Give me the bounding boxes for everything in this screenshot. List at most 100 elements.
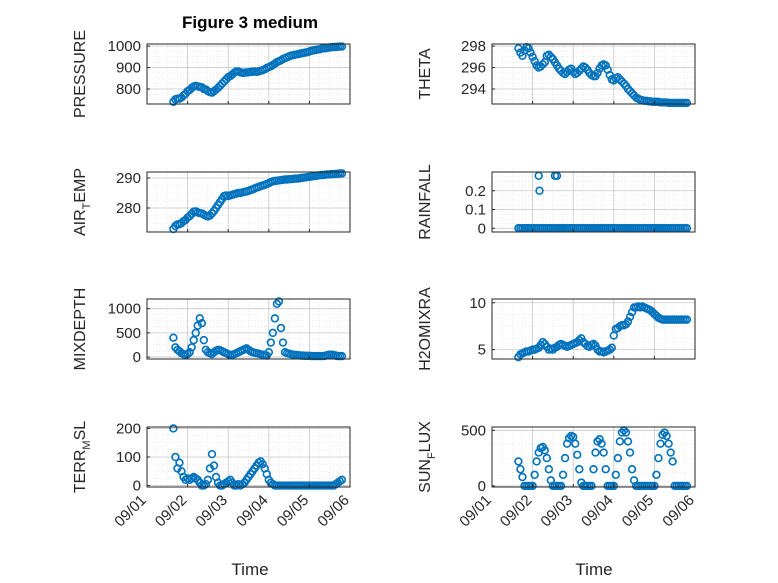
data-point (528, 52, 537, 62)
data-point (617, 428, 627, 437)
y-tick-label: 100 (116, 449, 141, 466)
data-point (542, 453, 552, 463)
data-point (666, 448, 675, 457)
x-tick-label: 09/04 (578, 492, 617, 531)
x-tick-label: 09/05 (274, 492, 313, 531)
x-tick-label: 09/03 (537, 492, 576, 531)
data-point (535, 186, 544, 195)
data-point (169, 424, 178, 433)
data-point (540, 446, 549, 455)
y-tick-label: 0 (478, 478, 486, 495)
y-axis-label: PRESSURE (72, 30, 89, 118)
data-point (615, 437, 625, 446)
data-point (627, 307, 637, 317)
data-point (682, 98, 692, 108)
data-point (528, 481, 537, 491)
data-point (516, 465, 525, 474)
data-point (658, 430, 667, 439)
y-axis-label: SUNFLUX (417, 421, 438, 493)
data-point (650, 481, 659, 491)
data-point (201, 479, 211, 489)
y-axis-label: H2OMIXRA (417, 287, 434, 371)
data-point (625, 312, 635, 322)
x-tick-label: 09/02 (497, 492, 536, 531)
data-point (609, 481, 618, 491)
y-tick-label: 0.2 (465, 183, 486, 200)
data-point (171, 452, 180, 462)
data-point (593, 68, 602, 78)
data-point (270, 314, 280, 323)
data-point (589, 465, 598, 474)
x-tick-label: 09/04 (233, 492, 272, 531)
y-tick-label: 1000 (108, 38, 141, 55)
data-point (587, 481, 596, 491)
data-point (682, 315, 692, 324)
x-tick-label: 09/06 (659, 492, 698, 531)
data-point (682, 481, 692, 491)
data-point (575, 336, 584, 345)
data-point (601, 465, 610, 474)
data-point (274, 297, 284, 306)
data-point (337, 475, 347, 485)
y-tick-label: 294 (461, 81, 486, 98)
y-axis-label: THETA (417, 48, 434, 100)
data-point (532, 457, 541, 466)
y-tick-label: 0 (133, 478, 141, 495)
subplot-6: 5 10 H2OMIXRA (417, 287, 696, 371)
data-point (591, 448, 600, 457)
data-point (605, 345, 614, 354)
data-point (258, 459, 267, 469)
data-point (593, 437, 602, 446)
data-point (556, 481, 566, 491)
axes-box (491, 298, 696, 360)
data-point (607, 343, 616, 352)
subplot-1: 800 900 1000 PRESSURE (72, 30, 351, 118)
data-point (589, 339, 598, 349)
y-tick-label: 10 (469, 295, 486, 312)
data-point (654, 453, 663, 463)
y-tick-label: 200 (116, 420, 141, 437)
y-tick-label: 5 (478, 342, 486, 359)
data-point (652, 470, 661, 479)
data-point (534, 171, 543, 180)
data-point (662, 431, 671, 441)
data-point (175, 458, 184, 467)
data-point (530, 56, 539, 66)
y-tick-label: 500 (116, 325, 141, 342)
data-point (207, 449, 217, 459)
y-tick-label: 900 (116, 60, 141, 77)
y-axis-label: TERRMSL (72, 421, 93, 493)
axes-box (146, 43, 351, 105)
data-point (264, 348, 273, 357)
axes-box (146, 171, 351, 233)
data-point (575, 465, 584, 474)
data-point (623, 437, 633, 446)
y-tick-label: 0.1 (465, 202, 486, 219)
axes-box (491, 171, 696, 233)
data-point (337, 42, 347, 51)
data-point (197, 318, 207, 328)
data-point (524, 44, 533, 53)
subplot-3: 280 290 AIRTEMP (72, 168, 351, 236)
data-point (558, 470, 568, 479)
x-tick-label: 09/01 (456, 492, 495, 531)
data-point (337, 169, 347, 178)
data-point (209, 461, 219, 470)
y-axis-label: MIXDEPTH (72, 288, 89, 371)
data-point (185, 211, 194, 221)
data-point (544, 465, 554, 474)
axes-box (491, 43, 696, 105)
x-tick-label: 09/02 (152, 492, 191, 531)
data-point (571, 439, 580, 448)
data-point (613, 453, 623, 463)
data-point (266, 338, 276, 347)
data-point (599, 448, 608, 457)
data-point (560, 453, 570, 463)
data-point (668, 457, 677, 466)
data-point (625, 448, 635, 457)
data-point (185, 348, 194, 357)
data-point (664, 439, 673, 448)
data-point (189, 335, 198, 345)
